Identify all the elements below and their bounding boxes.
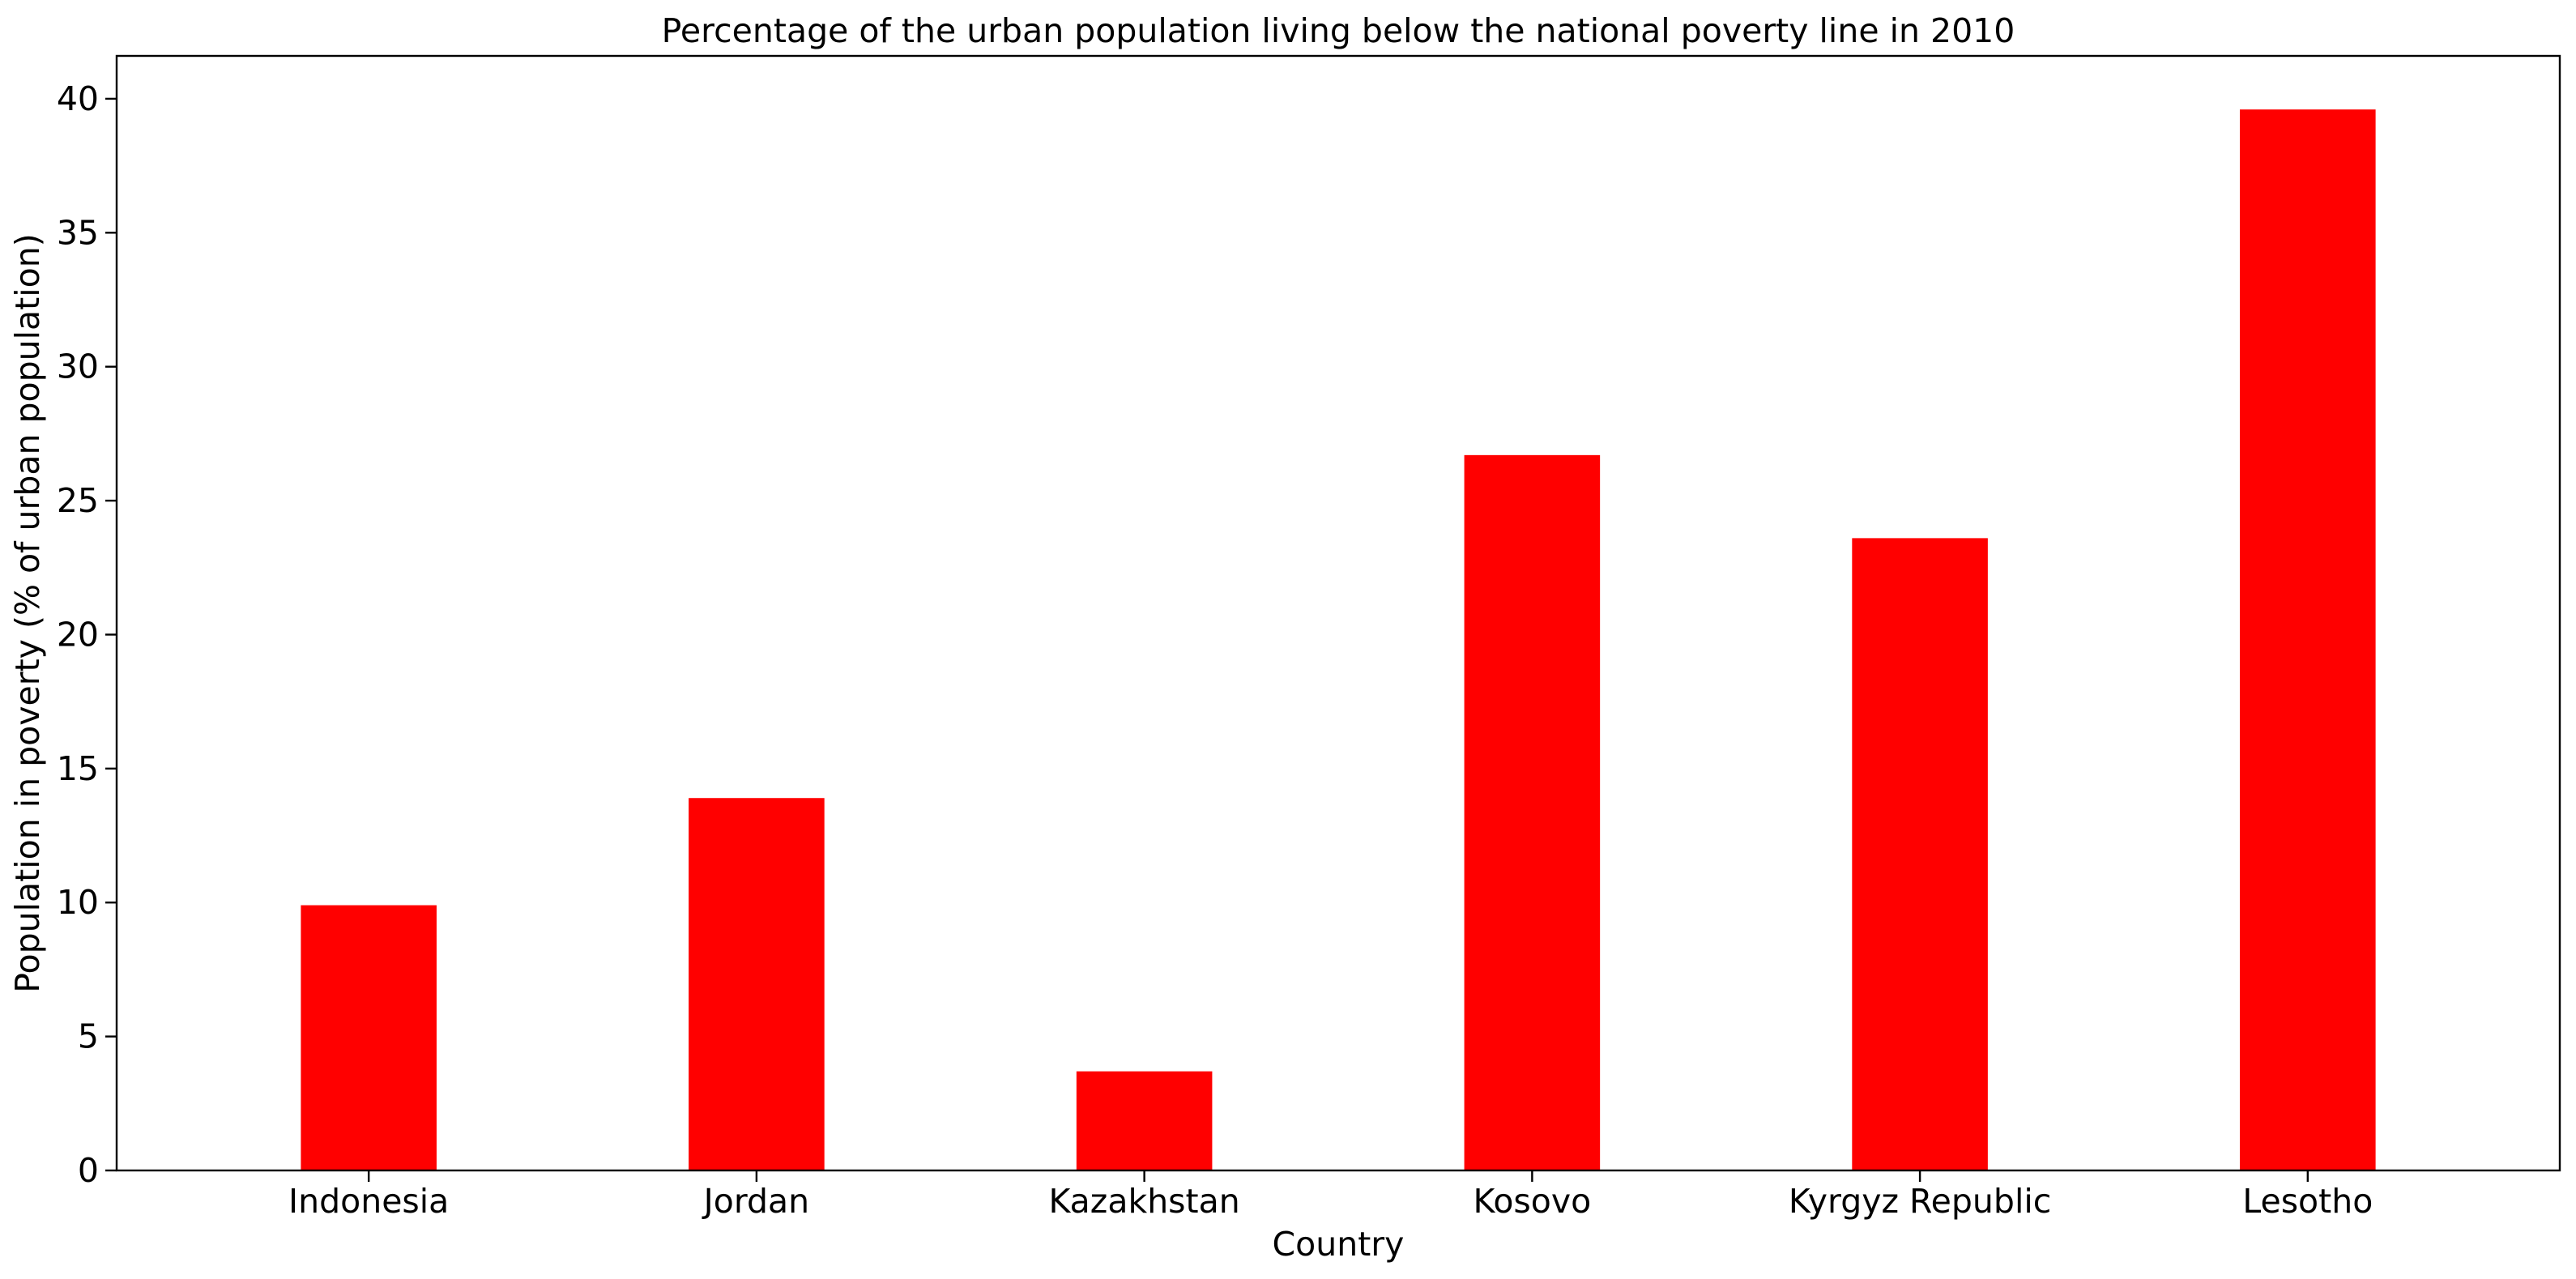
y-tick-label: 30 bbox=[57, 347, 99, 386]
x-axis-ticks: Indonesia Jordan Kazakhstan Kosovo Kyrgyz Re… bbox=[288, 1170, 2373, 1221]
plot-area-frame bbox=[115, 54, 2561, 1172]
x-tick-label: Lesotho bbox=[2242, 1182, 2373, 1221]
bar-indonesia bbox=[301, 905, 437, 1170]
y-tick-label: 40 bbox=[57, 79, 99, 118]
y-tick-label: 15 bbox=[57, 749, 99, 788]
x-axis-label: Country bbox=[1273, 1225, 1405, 1264]
bar-kazakhstan bbox=[1076, 1071, 1213, 1170]
y-tick-label: 25 bbox=[57, 481, 99, 520]
bar-kyrgyz-republic bbox=[1852, 538, 1988, 1170]
x-tick-label: Kosovo bbox=[1473, 1182, 1591, 1221]
y-tick-label: 35 bbox=[57, 213, 99, 252]
bar-lesotho bbox=[2240, 109, 2376, 1170]
bars-group bbox=[301, 109, 2376, 1170]
chart-title: Percentage of the urban population livin… bbox=[662, 11, 2015, 50]
y-axis-label: Population in poverty (% of urban popula… bbox=[8, 233, 47, 992]
x-tick-label: Jordan bbox=[702, 1182, 809, 1221]
y-tick-label: 20 bbox=[57, 615, 99, 654]
x-tick-label: Kazakhstan bbox=[1049, 1182, 1240, 1221]
x-tick-label: Indonesia bbox=[288, 1182, 449, 1221]
y-tick-label: 5 bbox=[78, 1017, 99, 1056]
bar-jordan bbox=[689, 798, 825, 1170]
bar-kosovo bbox=[1464, 454, 1601, 1170]
y-tick-label: 10 bbox=[57, 883, 99, 922]
y-tick-label: 0 bbox=[78, 1151, 99, 1190]
y-axis-ticks: 0 5 10 15 20 25 30 35 40 bbox=[57, 79, 117, 1190]
x-tick-label: Kyrgyz Republic bbox=[1789, 1182, 2051, 1221]
